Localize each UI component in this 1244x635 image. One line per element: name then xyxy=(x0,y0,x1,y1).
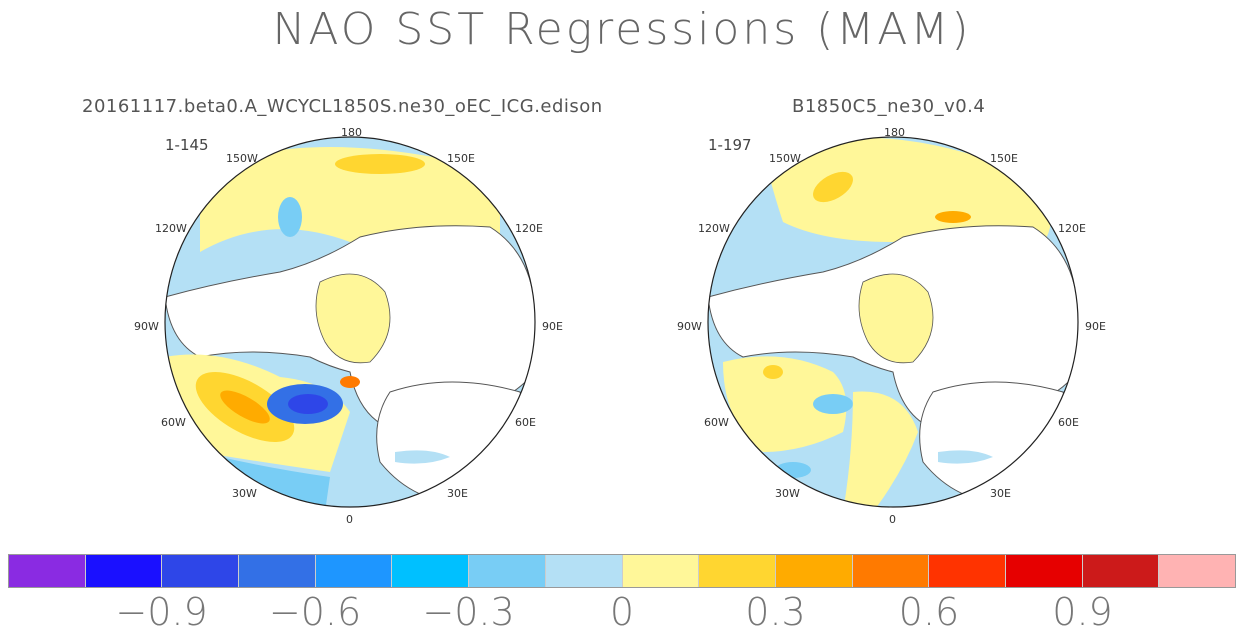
colorbar-tick-label: 0.3 xyxy=(745,590,806,634)
pacific-orange-core xyxy=(335,154,425,174)
colorbar-swatch xyxy=(775,555,853,587)
colorbar-swatch xyxy=(852,555,930,587)
lon-60w-1: 60W xyxy=(161,416,186,429)
panel-1-map xyxy=(164,136,536,508)
north-sea-positive xyxy=(340,376,360,388)
colorbar-swatch xyxy=(699,555,776,587)
colorbar-swatch xyxy=(162,555,240,587)
lon-60e-1: 60E xyxy=(515,416,536,429)
colorbar xyxy=(8,554,1236,588)
lon-90w-2: 90W xyxy=(677,320,702,333)
atlantic-orange-core xyxy=(763,365,783,379)
colorbar-tick-label: 0.9 xyxy=(1052,590,1113,634)
atlantic-subtropical-yellow xyxy=(843,391,918,507)
lon-90w-1: 90W xyxy=(134,320,159,333)
colorbar-tick-label: −0.9 xyxy=(115,590,208,634)
colorbar-swatch xyxy=(9,555,86,587)
lon-30e-1: 30E xyxy=(447,487,468,500)
figure-title: NAO SST Regressions (MAM) xyxy=(272,4,972,55)
lon-0-1: 0 xyxy=(346,513,353,526)
atlantic-yellow xyxy=(723,356,847,452)
pacific-positive-band xyxy=(763,137,1051,252)
lon-180-2: 180 xyxy=(884,126,905,139)
colorbar-swatch xyxy=(392,555,470,587)
colorbar-swatch xyxy=(1082,555,1160,587)
arctic-positive xyxy=(858,273,934,364)
lon-150e-1: 150E xyxy=(447,152,475,165)
colorbar-swatch xyxy=(1005,555,1083,587)
mediterranean xyxy=(938,450,993,464)
lon-30e-2: 30E xyxy=(990,487,1011,500)
colorbar-swatch xyxy=(1159,555,1235,587)
colorbar-swatch xyxy=(85,555,163,587)
pacific-negative-spot xyxy=(278,197,302,237)
arctic-positive xyxy=(315,273,391,364)
atlantic-orange-core xyxy=(220,390,270,424)
lon-150w-1: 150W xyxy=(226,152,258,165)
lon-90e-2: 90E xyxy=(1085,320,1106,333)
lon-30w-1: 30W xyxy=(232,487,257,500)
mediterranean xyxy=(395,450,450,464)
colorbar-tick-label: 0 xyxy=(609,590,635,634)
colorbar-swatch xyxy=(469,555,546,587)
lon-90e-1: 90E xyxy=(542,320,563,333)
okhotsk-positive xyxy=(935,211,971,223)
colorbar-swatch xyxy=(545,555,623,587)
pacific-orange-core xyxy=(813,171,853,203)
panel-2-map xyxy=(707,136,1079,508)
pacific-positive-band xyxy=(200,147,500,252)
lon-120e-2: 120E xyxy=(1058,222,1086,235)
panel-1-title: 20161117.beta0.A_WCYCL1850S.ne30_oEC_ICG… xyxy=(82,96,603,117)
lon-30w-2: 30W xyxy=(775,487,800,500)
atlantic-blue xyxy=(813,394,853,414)
colorbar-tick-label: −0.6 xyxy=(268,590,362,634)
colorbar-tick-label: 0.6 xyxy=(898,590,960,634)
map-boundary xyxy=(164,136,536,508)
colorbar-tick-label: −0.3 xyxy=(422,590,515,634)
map-boundary xyxy=(707,136,1079,508)
lon-120w-1: 120W xyxy=(155,222,187,235)
colorbar-swatch xyxy=(622,555,700,587)
lon-120e-1: 120E xyxy=(515,222,543,235)
lon-150e-2: 150E xyxy=(990,152,1018,165)
atlantic-subtropical-blue xyxy=(775,462,811,478)
lon-120w-2: 120W xyxy=(698,222,730,235)
colorbar-swatch xyxy=(239,555,316,587)
atlantic-blue-core xyxy=(288,394,328,414)
panel-2-title: B1850C5_ne30_v0.4 xyxy=(792,96,986,117)
lon-0-2: 0 xyxy=(889,513,896,526)
lon-180-1: 180 xyxy=(341,126,362,139)
panel-1-years: 1-145 xyxy=(165,136,209,154)
lon-60w-2: 60W xyxy=(704,416,729,429)
panel-2-years: 1-197 xyxy=(708,136,752,154)
colorbar-swatch xyxy=(315,555,393,587)
lon-150w-2: 150W xyxy=(769,152,801,165)
colorbar-swatch xyxy=(929,555,1006,587)
lon-60e-2: 60E xyxy=(1058,416,1079,429)
